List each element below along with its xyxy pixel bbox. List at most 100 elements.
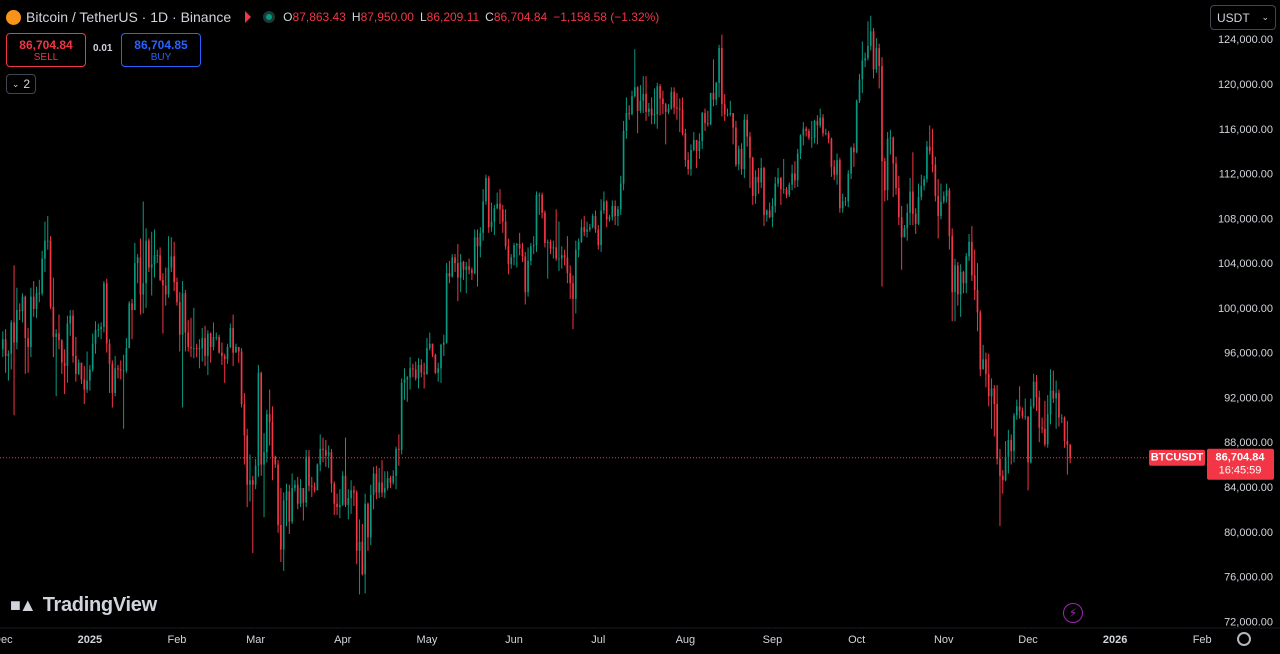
candle-body <box>308 456 310 486</box>
candle-body <box>889 137 892 139</box>
candle-body <box>207 333 209 356</box>
candle-body <box>176 282 178 303</box>
candle-body <box>125 348 128 371</box>
symbol-title[interactable]: Bitcoin / TetherUS · 1D · Binance <box>26 9 232 25</box>
candle-body <box>538 194 541 196</box>
candle-body <box>319 448 322 465</box>
alert-icon[interactable]: ⚡ <box>1063 603 1083 623</box>
candle-body <box>375 473 378 493</box>
candle-body <box>819 117 822 126</box>
candle-body <box>771 205 774 218</box>
candle-body <box>299 488 302 504</box>
low-value: 86,209.11 <box>426 10 480 24</box>
candle-body <box>982 359 984 370</box>
candle-body <box>347 498 350 505</box>
candle-body <box>653 114 656 116</box>
close-value: 86,704.84 <box>493 10 548 24</box>
settings-icon[interactable] <box>1237 632 1251 646</box>
x-tick-label: Sep <box>763 634 783 646</box>
candle-body <box>30 296 32 348</box>
candle-body <box>1027 416 1029 463</box>
candle-body <box>91 343 94 370</box>
candle-body <box>361 541 364 575</box>
flag-icon[interactable] <box>245 11 252 23</box>
candle-body <box>990 388 993 397</box>
sell-price: 86,704.84 <box>19 37 73 52</box>
candle-body <box>212 336 215 348</box>
candle-body <box>187 332 190 348</box>
candle-body <box>139 257 142 295</box>
candle-body <box>611 205 614 218</box>
candle-body <box>381 482 383 493</box>
candle-body <box>971 241 973 276</box>
y-tick-label: 80,000.00 <box>1224 527 1273 539</box>
y-tick-label: 92,000.00 <box>1224 392 1273 404</box>
candle-body <box>650 108 653 116</box>
candle-body <box>364 503 366 575</box>
candle-body <box>729 113 732 115</box>
candle-body <box>510 257 513 265</box>
candle-body <box>622 130 625 184</box>
candle-body <box>268 414 271 423</box>
candle-body <box>339 504 341 508</box>
candle-body <box>631 96 633 115</box>
candle-body <box>195 348 198 350</box>
candle-body <box>288 491 291 522</box>
candle-body <box>69 315 72 324</box>
candle-body <box>1052 390 1055 399</box>
candle-body <box>813 120 816 138</box>
candle-body <box>52 306 55 337</box>
candle-body <box>796 153 799 181</box>
candle-body <box>148 240 150 268</box>
indicators-toggle[interactable]: ⌄ 2 <box>6 74 36 94</box>
candle-body <box>743 119 746 170</box>
candle-body <box>954 265 956 293</box>
countdown-label: 16:45:59 <box>1219 465 1262 477</box>
candle-body <box>858 79 861 101</box>
candle-body <box>594 216 597 230</box>
candle-body <box>162 279 164 286</box>
candle-body <box>440 344 442 369</box>
y-tick-label: 100,000.00 <box>1218 303 1273 315</box>
candle-body <box>442 342 445 345</box>
candle-body <box>398 448 400 451</box>
candle-body <box>1041 427 1043 429</box>
candle-body <box>695 139 698 152</box>
candle-body <box>973 275 976 290</box>
price-tag-label: 86,704.84 <box>1216 452 1266 464</box>
candle-body <box>909 191 911 213</box>
candle-body <box>605 201 608 220</box>
candle-body <box>263 452 265 465</box>
candle-body <box>985 359 987 374</box>
y-tick-label: 120,000.00 <box>1218 79 1273 91</box>
candle-body <box>291 488 293 522</box>
candle-body <box>341 475 344 505</box>
candle-body <box>740 148 743 170</box>
candle-body <box>178 302 181 335</box>
y-tick-label: 96,000.00 <box>1224 348 1273 360</box>
currency-select[interactable]: USDT ⌄ <box>1210 5 1276 30</box>
candle-body <box>454 257 456 264</box>
sell-button[interactable]: 86,704.84 SELL <box>6 33 86 67</box>
candle-body <box>1060 417 1063 419</box>
y-tick-label: 124,000.00 <box>1218 34 1273 46</box>
buy-button[interactable]: 86,704.85 BUY <box>121 33 201 67</box>
candle-body <box>614 205 616 217</box>
close-key: C <box>485 10 494 24</box>
x-tick-label: Feb <box>167 634 186 646</box>
candle-body <box>372 473 375 495</box>
candle-body <box>462 261 465 270</box>
candle-body <box>549 241 552 249</box>
x-tick-label: Jun <box>505 634 523 646</box>
candle-body <box>181 293 184 335</box>
brand-logo[interactable]: ■▲ TradingView <box>10 594 157 617</box>
candle-body <box>864 58 866 61</box>
candle-body <box>35 293 38 309</box>
candle-body <box>1044 428 1046 445</box>
candle-body <box>108 343 111 364</box>
candle-body <box>271 422 274 457</box>
candle-body <box>757 176 760 183</box>
candle-body <box>274 456 277 465</box>
candle-body <box>555 247 557 259</box>
